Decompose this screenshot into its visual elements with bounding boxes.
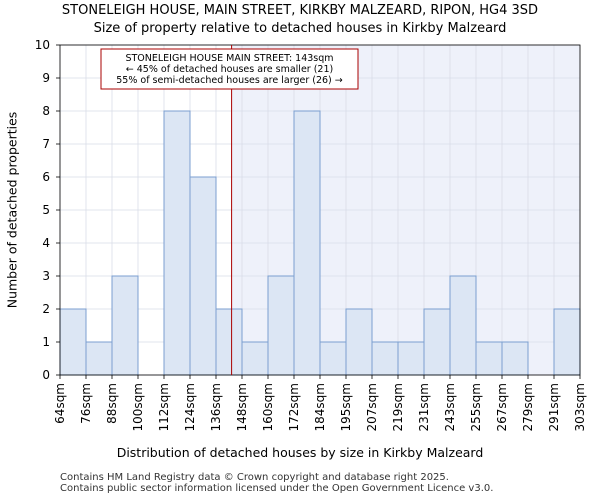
x-tick-label: 172sqm: [287, 383, 301, 431]
x-tick-label: 88sqm: [105, 383, 119, 424]
x-tick-label: 243sqm: [443, 383, 457, 431]
x-tick-label: 184sqm: [313, 383, 327, 431]
y-tick-label: 0: [42, 368, 50, 382]
chart-subtitle: Size of property relative to detached ho…: [94, 21, 507, 36]
y-tick-label: 4: [42, 236, 50, 250]
y-tick-label: 6: [42, 170, 50, 184]
bar-255sqm: [475, 341, 503, 376]
y-tick-label: 7: [42, 137, 50, 151]
x-tick-label: 195sqm: [339, 383, 353, 431]
x-tick-label: 231sqm: [417, 383, 431, 431]
annotation-line-2: ← 45% of detached houses are smaller (21…: [126, 64, 333, 75]
x-tick-label: 148sqm: [235, 383, 249, 431]
bar-184sqm: [319, 341, 347, 376]
bars: [59, 110, 581, 376]
bar-64sqm: [59, 308, 87, 376]
bar-136sqm: [215, 308, 243, 376]
y-tick-label: 1: [42, 335, 50, 349]
x-tick-label: 279sqm: [521, 383, 535, 431]
x-tick-label: 219sqm: [391, 383, 405, 431]
x-tick-label: 207sqm: [365, 383, 379, 431]
y-tick-label: 9: [42, 71, 50, 85]
bar-88sqm: [111, 275, 139, 376]
x-tick-label: 100sqm: [131, 383, 145, 431]
x-tick-label: 255sqm: [469, 383, 483, 431]
bar-243sqm: [449, 275, 477, 376]
bar-112sqm: [163, 110, 191, 376]
bar-160sqm: [267, 275, 295, 376]
y-tick-label: 2: [42, 302, 50, 316]
chart-title: STONELEIGH HOUSE, MAIN STREET, KIRKBY MA…: [62, 3, 538, 18]
x-tick-label: 76sqm: [79, 383, 93, 424]
y-axis-label: Number of detached properties: [4, 112, 19, 309]
bar-148sqm: [241, 341, 269, 376]
x-tick-label: 303sqm: [573, 383, 587, 431]
annotation-line-3: 55% of semi-detached houses are larger (…: [116, 75, 343, 86]
x-tick-label: 160sqm: [261, 383, 275, 431]
x-tick-label: 64sqm: [53, 383, 67, 424]
footer-copyright: Contains HM Land Registry data © Crown c…: [60, 472, 449, 483]
bar-231sqm: [423, 308, 451, 376]
footer-licence: Contains public sector information licen…: [60, 483, 494, 494]
bar-195sqm: [345, 308, 373, 376]
bar-207sqm: [371, 341, 399, 376]
x-tick-label: 112sqm: [157, 383, 171, 431]
annotation-line-1: STONELEIGH HOUSE MAIN STREET: 143sqm: [125, 53, 333, 64]
annotation-box: STONELEIGH HOUSE MAIN STREET: 143sqm ← 4…: [100, 48, 359, 90]
bar-172sqm: [293, 110, 321, 376]
bar-124sqm: [189, 176, 217, 376]
y-tick-label: 5: [42, 203, 50, 217]
annotation-frame: [100, 48, 359, 90]
x-tick-label: 124sqm: [183, 383, 197, 431]
x-axis: 64sqm 76sqm 88sqm 100sqm 112sqm 124sqm 136sqm 1…: [53, 375, 587, 431]
x-tick-label: 267sqm: [495, 383, 509, 431]
x-tick-label: 291sqm: [547, 383, 561, 431]
bar-76sqm: [85, 341, 113, 376]
x-tick-label: 136sqm: [209, 383, 223, 431]
bar-219sqm: [397, 341, 425, 376]
y-tick-label: 8: [42, 104, 50, 118]
bar-267sqm: [501, 341, 529, 376]
y-axis: 0 1 2 3 4 5 6 7 8 9 10: [35, 38, 60, 382]
bar-291sqm: [553, 308, 581, 376]
x-axis-label: Distribution of detached houses by size …: [117, 445, 484, 460]
y-tick-label: 10: [35, 38, 50, 52]
y-tick-label: 3: [42, 269, 50, 283]
